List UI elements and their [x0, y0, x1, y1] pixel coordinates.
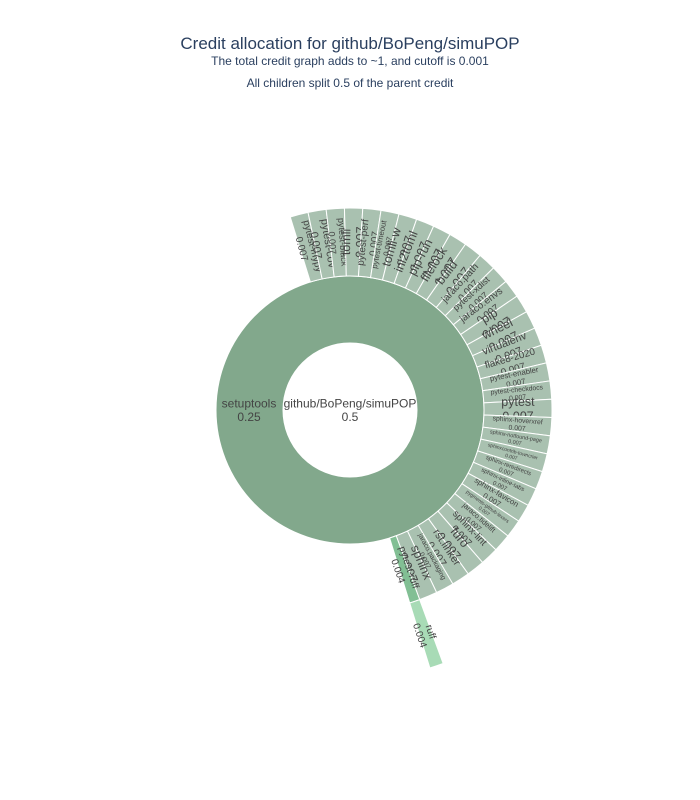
- segment-label-sphinx-hoverxref: sphinx-hoverxref0.007: [492, 415, 543, 434]
- sunburst-root[interactable]: [283, 343, 417, 477]
- segment-label-setuptools: setuptools 0.25: [222, 396, 277, 424]
- chart-title: Credit allocation for github/BoPeng/simu…: [180, 34, 520, 53]
- sunburst-segment-ruff[interactable]: [409, 598, 444, 669]
- root-label: github/BoPeng/simuPOP 0.5: [284, 396, 417, 424]
- chart-subtitle-line-2: All children split 0.5 of the parent cre…: [246, 76, 454, 90]
- chart-subtitle-line-1: The total credit graph adds to ~1, and c…: [211, 54, 489, 68]
